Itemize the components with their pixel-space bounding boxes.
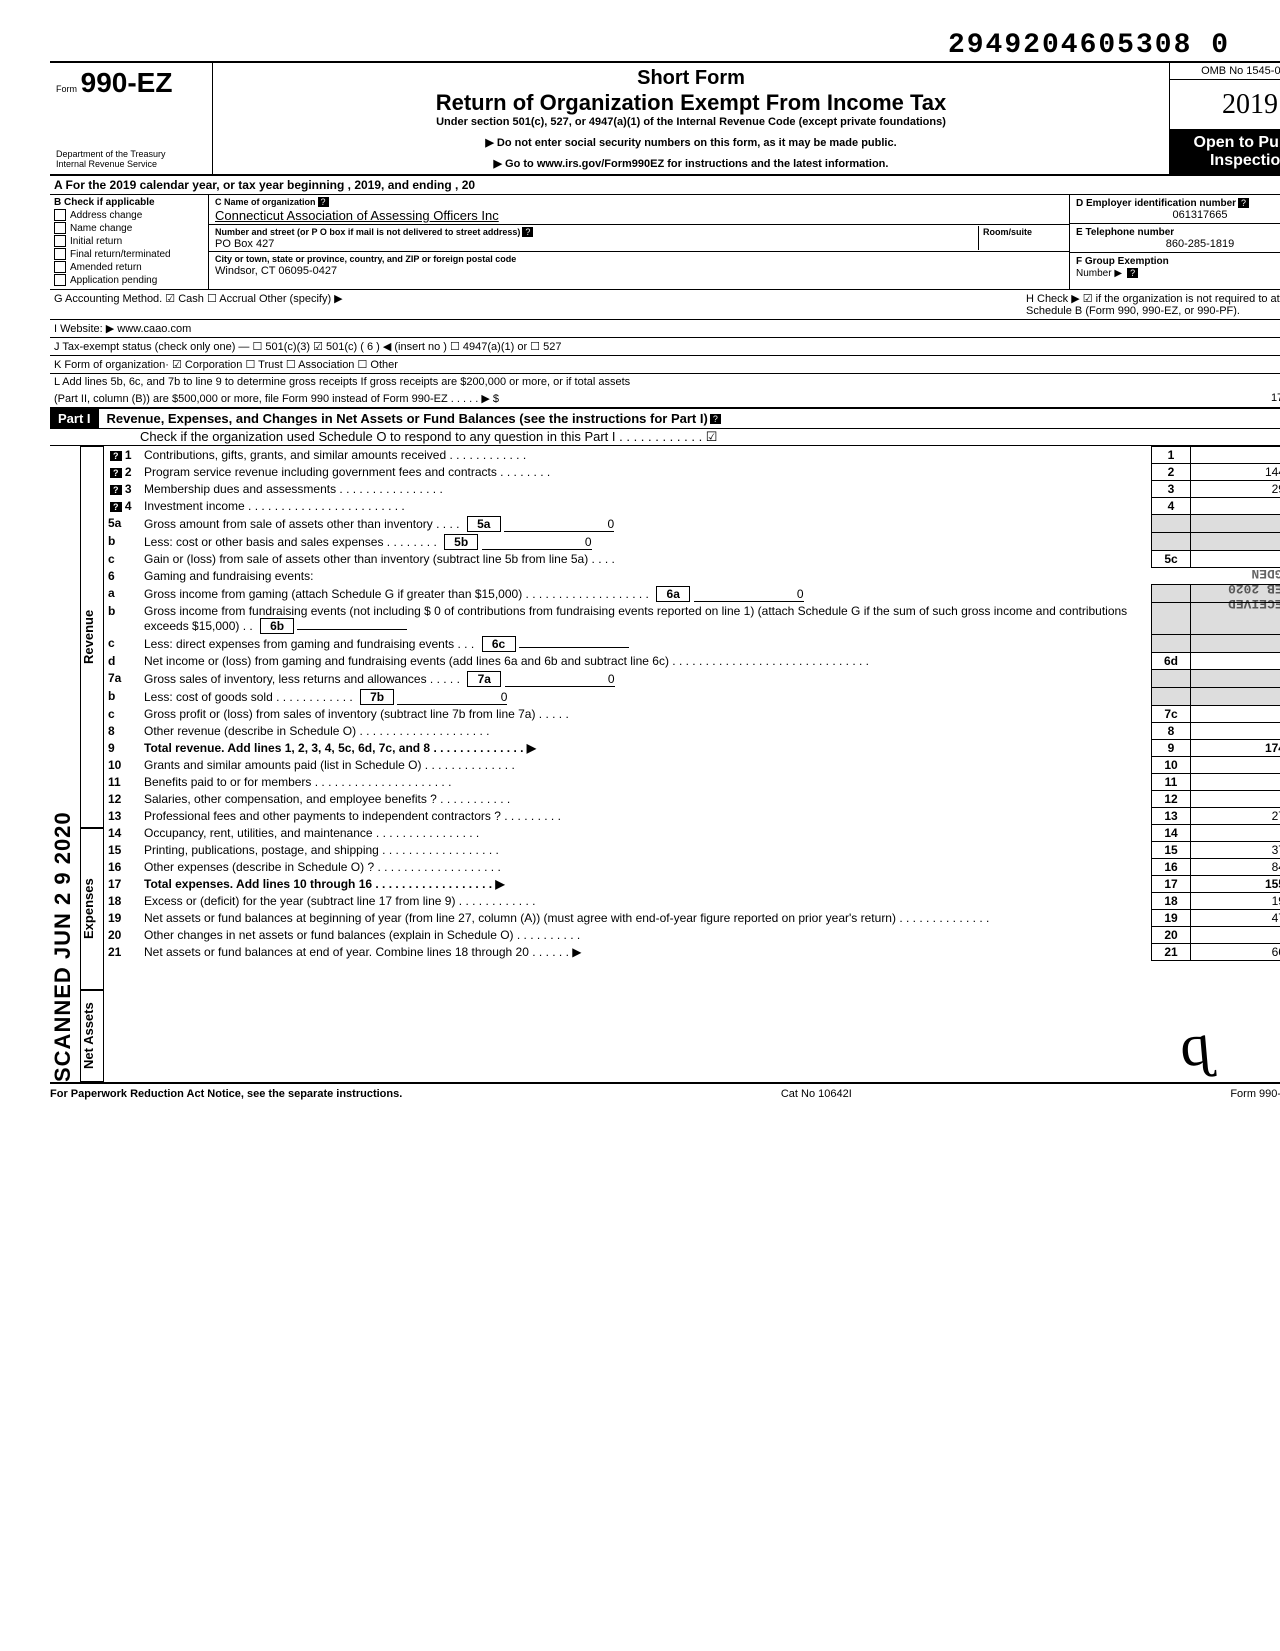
checkbox-amended-return[interactable]: Amended return <box>54 261 204 273</box>
k-org-form: K Form of organization· ☑ Corporation ☐ … <box>50 356 1280 374</box>
title-main: Return of Organization Exempt From Incom… <box>223 90 1159 116</box>
checkbox-final-return-terminated[interactable]: Final return/terminated <box>54 248 204 260</box>
line-9: 9Total revenue. Add lines 1, 2, 3, 4, 5c… <box>104 740 1280 757</box>
line-3: ? 3Membership dues and assessments . . .… <box>104 481 1280 498</box>
line-15: 15Printing, publications, postage, and s… <box>104 842 1280 859</box>
title-sub: Under section 501(c), 527, or 4947(a)(1)… <box>223 116 1159 128</box>
signature-mark: ɋ <box>1177 1010 1213 1081</box>
l-value: 174,668.71 <box>1196 392 1280 405</box>
line-5a: 5aGross amount from sale of assets other… <box>104 515 1280 533</box>
form-word: Form <box>56 84 77 94</box>
line-8: 8Other revenue (describe in Schedule O) … <box>104 723 1280 740</box>
title-warn: ▶ Do not enter social security numbers o… <box>223 136 1159 149</box>
f-label: F Group Exemption <box>1076 256 1169 267</box>
line-14: 14Occupancy, rent, utilities, and mainte… <box>104 825 1280 842</box>
ein-value: 061317665 <box>1076 209 1280 221</box>
line-c: cGain or (loss) from sale of assets othe… <box>104 551 1280 568</box>
expenses-label: Expenses <box>80 828 104 990</box>
f-label2: Number ▶ <box>1076 268 1122 279</box>
footer-cat: Cat No 10642I <box>781 1088 852 1100</box>
section-b-block: B Check if applicable Address changeName… <box>50 195 1280 290</box>
line-b: bLess: cost of goods sold . . . . . . . … <box>104 688 1280 706</box>
line-2: ? 2Program service revenue including gov… <box>104 464 1280 481</box>
line-6: 6Gaming and fundraising events: <box>104 568 1280 585</box>
c-city-label: City or town, state or province, country… <box>215 254 516 264</box>
line-7a: 7aGross sales of inventory, less returns… <box>104 670 1280 688</box>
line-d: dNet income or (loss) from gaming and fu… <box>104 653 1280 670</box>
org-name: Connecticut Association of Assessing Off… <box>215 208 499 223</box>
line-a: aGross income from gaming (attach Schedu… <box>104 585 1280 603</box>
help-icon[interactable]: ? <box>318 197 329 207</box>
line-18: 18Excess or (deficit) for the year (subt… <box>104 893 1280 910</box>
d-label: D Employer identification number <box>1076 198 1236 209</box>
line-4: ? 4Investment income . . . . . . . . . .… <box>104 498 1280 515</box>
revenue-label: Revenue <box>80 446 104 828</box>
g-accounting: G Accounting Method. ☑ Cash ☐ Accrual Ot… <box>50 290 1022 319</box>
line-b: bLess: cost or other basis and sales exp… <box>104 533 1280 551</box>
c-addr-label: Number and street (or P O box if mail is… <box>215 227 520 237</box>
line-12: 12Salaries, other compensation, and empl… <box>104 791 1280 808</box>
part1-label: Part I <box>50 409 99 428</box>
line-17: 17Total expenses. Add lines 10 through 1… <box>104 876 1280 893</box>
dept-irs: Internal Revenue Service <box>56 160 206 170</box>
line-19: 19Net assets or fund balances at beginni… <box>104 910 1280 927</box>
checkbox-address-change[interactable]: Address change <box>54 209 204 221</box>
e-label: E Telephone number <box>1076 227 1174 238</box>
form-number: 990-EZ <box>81 67 173 98</box>
title-short-form: Short Form <box>223 67 1159 90</box>
help-icon[interactable]: ? <box>710 414 721 424</box>
line-13: 13Professional fees and other payments t… <box>104 808 1280 825</box>
form-header: Form 990-EZ Department of the Treasury I… <box>50 61 1280 176</box>
b-header: B Check if applicable <box>54 197 204 208</box>
checkbox-initial-return[interactable]: Initial return <box>54 235 204 247</box>
l-line2: (Part II, column (B)) are $500,000 or mo… <box>54 392 1196 405</box>
help-icon[interactable]: ? <box>1238 198 1249 208</box>
checkbox-name-change[interactable]: Name change <box>54 222 204 234</box>
line-10: 10Grants and similar amounts paid (list … <box>104 757 1280 774</box>
part1-title: Revenue, Expenses, and Changes in Net As… <box>99 411 708 426</box>
phone-value: 860-285-1819 <box>1076 238 1280 250</box>
org-address: PO Box 427 <box>215 238 274 250</box>
h-schedule-b: H Check ▶ ☑ if the organization is not r… <box>1022 290 1280 319</box>
help-icon[interactable]: ? <box>1127 268 1138 278</box>
document-id: 2949204605308 0 <box>50 30 1230 61</box>
j-tax-status: J Tax-exempt status (check only one) — ☐… <box>50 338 1030 355</box>
help-icon[interactable]: ? <box>522 227 533 237</box>
line-21: 21Net assets or fund balances at end of … <box>104 944 1280 961</box>
i-website: I Website: ▶ www.caao.com <box>50 320 1030 337</box>
footer-left: For Paperwork Reduction Act Notice, see … <box>50 1088 402 1100</box>
footer-form: Form 990-EZ (2019) <box>1230 1088 1280 1100</box>
title-goto: ▶ Go to www.irs.gov/Form990EZ for instru… <box>223 157 1159 170</box>
checkbox-application-pending[interactable]: Application pending <box>54 274 204 286</box>
part1-sub: Check if the organization used Schedule … <box>50 429 1280 446</box>
line-20: 20Other changes in net assets or fund ba… <box>104 927 1280 944</box>
room-label: Room/suite <box>983 227 1032 237</box>
line-c: cLess: direct expenses from gaming and f… <box>104 635 1280 653</box>
l-line1: L Add lines 5b, 6c, and 7b to line 9 to … <box>50 374 1280 390</box>
line-1: ? 1Contributions, gifts, grants, and sim… <box>104 447 1280 464</box>
open-public: Open to PublicInspection <box>1170 130 1280 174</box>
line-b: bGross income from fundraising events (n… <box>104 603 1280 635</box>
line-16: 16Other expenses (describe in Schedule O… <box>104 859 1280 876</box>
row-a-calendar: A For the 2019 calendar year, or tax yea… <box>50 176 1280 195</box>
scanned-stamp: SCANNED JUN 2 9 2020 <box>50 446 76 1082</box>
org-city: Windsor, CT 06095-0427 <box>215 265 337 277</box>
omb-number: OMB No 1545-0047 <box>1170 63 1280 80</box>
netassets-label: Net Assets <box>80 990 104 1082</box>
tax-year: 2019 <box>1170 80 1280 130</box>
c-name-label: C Name of organization <box>215 197 316 207</box>
line-c: cGross profit or (loss) from sales of in… <box>104 706 1280 723</box>
line-11: 11Benefits paid to or for members . . . … <box>104 774 1280 791</box>
